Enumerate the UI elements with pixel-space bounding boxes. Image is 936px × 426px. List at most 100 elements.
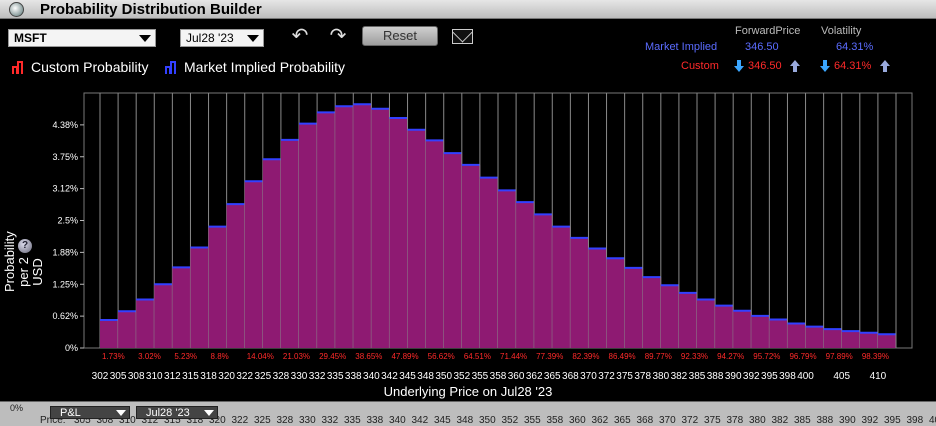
x-tick-label: 390: [725, 371, 742, 382]
bottom-scale-label: 370: [659, 415, 676, 426]
x-tick-label: 330: [291, 371, 308, 382]
cumulative-label: 21.03%: [283, 352, 310, 361]
cumulative-label: 64.51%: [464, 352, 491, 361]
decrease-forward-icon[interactable]: [734, 60, 744, 72]
cumulative-label: 47.89%: [391, 352, 418, 361]
bottom-expiry-select[interactable]: Jul28 '23: [136, 406, 218, 419]
probability-bar: [353, 104, 372, 348]
legend-custom-label: Custom Probability: [31, 59, 149, 75]
bottom-scale-label: 348: [456, 415, 474, 426]
market-bars-icon: [163, 60, 179, 74]
bottom-scale-label: 342: [411, 415, 429, 426]
forward-price-header: ForwardPrice: [735, 25, 801, 37]
probability-chart[interactable]: 0% 0.62% 1.25% 1.88% 2.5% 3.12% 3.75% 4.38% 1.73…: [0, 83, 936, 400]
probability-bar: [208, 226, 228, 348]
redo-icon[interactable]: ↷: [329, 25, 347, 47]
x-tick-label: 355: [472, 371, 489, 382]
cumulative-label: 95.72%: [753, 352, 780, 361]
bottom-scale-label: 328: [276, 415, 294, 426]
symbol-value: MSFT: [14, 31, 47, 45]
x-tick-label: 400: [797, 371, 814, 382]
x-tick-label: 315: [182, 371, 199, 382]
x-tick-label: 338: [345, 371, 362, 382]
probability-bar: [715, 305, 734, 348]
probability-bar: [389, 117, 408, 348]
cumulative-label: 5.23%: [174, 352, 197, 361]
bottom-price-scale: Price: 305 308 310 312 315 318 320 322 325 328 330 3…: [0, 413, 936, 426]
increase-forward-icon[interactable]: [790, 60, 800, 72]
x-tick-label: 340: [363, 371, 380, 382]
y-tick-label: 3.12%: [52, 184, 78, 194]
bottom-scale-label: 375: [704, 415, 721, 426]
probability-bar: [407, 129, 427, 348]
increase-vol-icon[interactable]: [880, 60, 890, 72]
bottom-scale-label: 390: [839, 415, 856, 426]
probability-bar: [498, 190, 517, 348]
expiry-select[interactable]: Jul28 '23: [180, 29, 264, 47]
window-title: Probability Distribution Builder: [40, 0, 262, 18]
bottom-left-text: 0%: [10, 403, 24, 413]
x-tick-label: 375: [616, 371, 633, 382]
x-tick-label: 332: [309, 371, 326, 382]
cumulative-label: 86.49%: [609, 352, 636, 361]
chevron-down-icon: [204, 410, 214, 416]
y-tick-label: 0%: [65, 343, 78, 353]
symbol-select[interactable]: MSFT: [8, 29, 156, 47]
probability-bar: [299, 123, 318, 348]
probability-bar: [226, 204, 246, 348]
probability-bar: [136, 299, 155, 348]
cumulative-label: 38.65%: [355, 352, 382, 361]
bottom-scale-label: 315: [164, 415, 181, 426]
x-tick-label: 360: [508, 371, 525, 382]
decrease-vol-icon[interactable]: [820, 60, 830, 72]
bottom-scale-label: 312: [141, 415, 159, 426]
bottom-scale-label: 365: [614, 415, 631, 426]
market-vol-value: 64.31%: [836, 41, 874, 53]
expiry-value: Jul28 '23: [186, 31, 234, 45]
probability-bar: [118, 311, 137, 348]
chevron-down-icon: [116, 410, 126, 416]
help-icon[interactable]: ?: [18, 239, 32, 253]
x-tick-label: 365: [544, 371, 561, 382]
probability-bar: [751, 315, 770, 348]
probability-bar: [859, 332, 879, 348]
x-tick-label: 368: [562, 371, 579, 382]
undo-icon[interactable]: ↶: [291, 25, 309, 47]
pnl-select[interactable]: P&L: [50, 406, 130, 419]
probability-bar: [317, 112, 336, 348]
probability-bar: [335, 106, 354, 348]
chevron-down-icon: [247, 35, 259, 42]
x-tick-label: 378: [634, 371, 651, 382]
envelope-icon[interactable]: [452, 29, 473, 44]
market-forward-value: 346.50: [745, 41, 779, 53]
probability-bar: [262, 159, 282, 348]
probability-bar: [877, 334, 897, 348]
probability-bar: [733, 310, 752, 348]
bottom-scale-label: 318: [186, 415, 204, 426]
cumulative-label: 82.39%: [572, 352, 599, 361]
legend-market: Market Implied Probability: [163, 59, 345, 75]
bottom-scale-label: 340: [389, 415, 406, 426]
x-tick-label: 388: [707, 371, 724, 382]
x-tick-label: 382: [671, 371, 688, 382]
x-tick-label: 395: [761, 371, 778, 382]
x-tick-label: 392: [743, 371, 760, 382]
x-tick-label: 398: [779, 371, 796, 382]
y-tick-label: 3.75%: [52, 152, 78, 162]
bottom-scale-label: 320: [209, 415, 226, 426]
reset-button[interactable]: Reset: [362, 26, 438, 46]
probability-bar: [443, 153, 463, 348]
chart-svg[interactable]: 0% 0.62% 1.25% 1.88% 2.5% 3.12% 3.75% 4.38% 1.73…: [0, 83, 936, 383]
custom-forward-value: 346.50: [748, 60, 782, 72]
cumulative-label: 98.39%: [862, 352, 889, 361]
custom-bars-icon: [10, 60, 26, 74]
x-tick-label: 302: [92, 371, 109, 382]
bottom-scale-label: 330: [299, 415, 316, 426]
bottom-scale-label: 378: [726, 415, 744, 426]
pnl-strip: Price: 305 308 310 312 315 318 320 322 325 328 330 3…: [0, 401, 936, 426]
globe-icon: [9, 1, 24, 17]
x-tick-label: 370: [580, 371, 597, 382]
bottom-scale-label: 382: [771, 415, 789, 426]
cumulative-label: 94.27%: [717, 352, 744, 361]
probability-bar: [516, 202, 535, 348]
